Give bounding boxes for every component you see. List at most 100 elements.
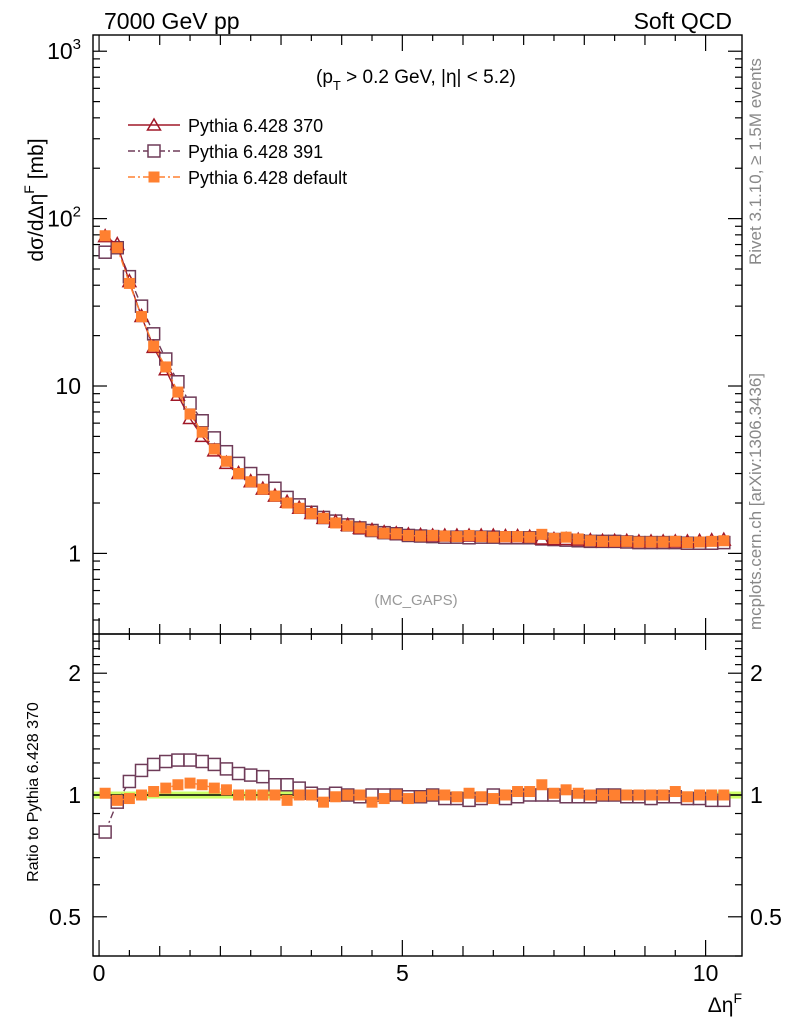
ratio-point-default bbox=[439, 789, 451, 801]
ratio-y-axis-label: Ratio to Pythia 6.428 370 bbox=[25, 702, 42, 882]
x-axis-label-base: Δη bbox=[708, 994, 734, 1017]
ratio-y-tick-label: 1 bbox=[68, 782, 81, 808]
ratio-point-default bbox=[596, 789, 608, 801]
ratio-y-tick-label-right: 2 bbox=[750, 660, 763, 686]
main-point-default bbox=[293, 502, 305, 514]
ratio-point-default bbox=[342, 789, 354, 801]
analysis-label: (MC_GAPS) bbox=[374, 592, 457, 609]
main-y-tick-label-base: 10 bbox=[55, 373, 81, 399]
ratio-point-default bbox=[415, 791, 427, 803]
main-point-default bbox=[524, 531, 536, 543]
ratio-point-default bbox=[366, 796, 378, 808]
ratio-point-default bbox=[548, 787, 560, 799]
ratio-point-391 bbox=[183, 753, 197, 767]
ratio-series-default bbox=[99, 777, 730, 808]
main-point-default bbox=[317, 512, 329, 524]
ratio-point-default bbox=[475, 791, 487, 803]
ratio-point-default bbox=[390, 789, 402, 801]
header-energy: 7000 GeV pp bbox=[104, 8, 240, 34]
main-point-default bbox=[633, 536, 645, 548]
ratio-point-default bbox=[633, 789, 645, 801]
main-point-default bbox=[269, 490, 281, 502]
ratio-point-default bbox=[220, 784, 232, 796]
main-point-default bbox=[536, 528, 548, 540]
ratio-point-default bbox=[330, 791, 342, 803]
main-point-default bbox=[439, 530, 451, 542]
main-point-default bbox=[402, 529, 414, 541]
main-y-tick-label-base: 10 bbox=[47, 206, 73, 232]
main-y-tick-label-base: 10 bbox=[47, 38, 73, 64]
main-point-default bbox=[596, 535, 608, 547]
main-point-default bbox=[220, 455, 232, 467]
ratio-point-default bbox=[293, 789, 305, 801]
main-point-default bbox=[669, 535, 681, 547]
ratio-point-391 bbox=[195, 754, 209, 769]
ratio-point-default bbox=[184, 777, 196, 789]
main-point-default bbox=[148, 340, 160, 352]
x-tick-label: 5 bbox=[396, 960, 409, 986]
main-point-default bbox=[694, 536, 706, 548]
ratio-point-default bbox=[609, 789, 621, 801]
main-point-default bbox=[548, 532, 560, 544]
ratio-point-391 bbox=[535, 788, 549, 802]
ratio-point-default bbox=[196, 779, 208, 791]
main-point-default bbox=[621, 535, 633, 547]
ratio-point-391 bbox=[207, 757, 222, 772]
main-point-default bbox=[572, 533, 584, 545]
main-point-default bbox=[208, 443, 220, 455]
main-point-default bbox=[196, 426, 208, 438]
main-point-default bbox=[184, 408, 196, 420]
main-point-default bbox=[451, 531, 463, 543]
ratio-point-default bbox=[172, 779, 184, 791]
ratio-point-391 bbox=[280, 778, 294, 792]
legend-item-391: Pythia 6.428 391 bbox=[128, 142, 323, 162]
main-point-default bbox=[390, 528, 402, 540]
ratio-point-391 bbox=[134, 763, 149, 778]
main-point-default bbox=[172, 386, 184, 398]
ratio-point-default bbox=[694, 789, 706, 801]
ratio-point-391 bbox=[98, 825, 112, 839]
ratio-point-default bbox=[305, 789, 317, 801]
main-point-default bbox=[645, 536, 657, 548]
main-point-default bbox=[657, 536, 669, 548]
legend-marker-370 bbox=[146, 117, 162, 131]
x-axis-label: ΔηF bbox=[708, 990, 742, 1017]
main-y-tick-label: 103 bbox=[47, 36, 81, 64]
main-y-tick-label-base: 1 bbox=[68, 540, 81, 566]
legend: Pythia 6.428 370 Pythia 6.428 391 Pythia… bbox=[128, 116, 347, 188]
ratio-point-default bbox=[487, 793, 499, 805]
ratio-point-default bbox=[402, 793, 414, 805]
main-y-axis-label-sup: F bbox=[21, 185, 37, 194]
ratio-point-default bbox=[245, 789, 257, 801]
ratio-point-default bbox=[572, 787, 584, 799]
legend-item-default: Pythia 6.428 default bbox=[128, 168, 347, 188]
main-y-axis-label: dσ/dΔηF [mb] bbox=[21, 138, 48, 261]
main-y-tick-label: 10 bbox=[55, 373, 81, 399]
main-series-370 bbox=[97, 228, 732, 548]
ratio-point-default bbox=[99, 787, 111, 799]
ratio-point-default bbox=[281, 794, 293, 806]
main-point-default bbox=[584, 535, 596, 547]
main-point-default bbox=[475, 531, 487, 543]
legend-label-391: Pythia 6.428 391 bbox=[188, 142, 323, 162]
ratio-point-default bbox=[524, 786, 536, 798]
legend-marker-default bbox=[148, 171, 160, 183]
ratio-point-default bbox=[208, 782, 220, 794]
main-point-default bbox=[136, 311, 148, 323]
ratio-point-default bbox=[584, 789, 596, 801]
ratio-point-default bbox=[681, 791, 693, 803]
ratio-point-default bbox=[451, 791, 463, 803]
ratio-point-391 bbox=[146, 757, 161, 772]
main-point-default bbox=[427, 529, 439, 541]
ratio-point-default bbox=[427, 789, 439, 801]
ratio-point-default bbox=[706, 789, 718, 801]
ratio-point-default bbox=[160, 782, 172, 794]
ratio-point-391 bbox=[243, 768, 258, 782]
main-point-default bbox=[560, 531, 572, 543]
main-point-default bbox=[123, 277, 135, 289]
main-point-default bbox=[330, 517, 342, 529]
main-point-default bbox=[499, 531, 511, 543]
ratio-point-default bbox=[718, 789, 730, 801]
main-point-default bbox=[257, 483, 269, 495]
